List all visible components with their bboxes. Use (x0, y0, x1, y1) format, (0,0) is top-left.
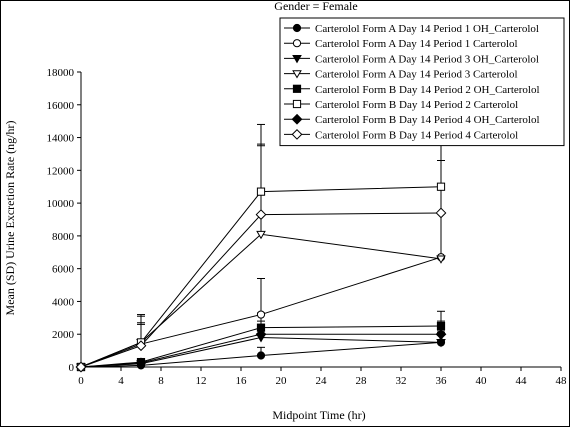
series-line (80, 333, 441, 368)
series-line (80, 341, 442, 368)
x-tick-label: 12 (196, 375, 207, 387)
data-point (436, 255, 446, 264)
x-tick-label: 44 (516, 375, 528, 387)
x-tick-label: 36 (436, 375, 448, 387)
data-point (292, 55, 302, 64)
data-point (292, 70, 302, 79)
x-tick-label: 32 (396, 375, 407, 387)
data-point (292, 84, 302, 93)
data-point (255, 209, 267, 220)
data-point (135, 357, 147, 369)
legend-label: Carterolol Form A Day 14 Period 1 Carter… (315, 38, 518, 50)
x-tick-label: 16 (236, 375, 248, 387)
data-point (292, 99, 302, 109)
data-point (255, 328, 267, 340)
axes: 0 4 8 12 16 20 24 28 32 36 40 44 4802000400060008000… (47, 67, 568, 387)
data-point (436, 182, 446, 191)
legend-label: Carterolol Form A Day 14 Period 3 Carter… (315, 69, 518, 81)
series-line (80, 256, 442, 368)
legend-label: Carterolol Form B Day 14 Period 2 Carter… (315, 99, 518, 111)
series-markers (75, 182, 447, 373)
data-point (256, 187, 266, 196)
data-point (256, 230, 266, 240)
y-axis-label: Mean (SD) Urine Excretion Rate (ng/hr) (3, 121, 17, 316)
x-axis-label: Midpoint Time (hr) (272, 408, 365, 422)
y-tick-label: 6000 (52, 264, 75, 276)
y-tick-label: 12000 (47, 165, 75, 177)
x-tick-label: 40 (476, 375, 488, 387)
y-tick-label: 16000 (47, 100, 75, 112)
y-tick-label: 10000 (47, 198, 75, 210)
data-point (256, 351, 266, 360)
data-point (256, 310, 266, 319)
x-tick-label: 24 (316, 375, 328, 387)
chart-title: Gender = Female (274, 1, 357, 13)
y-tick-label: 14000 (47, 133, 75, 145)
data-point (291, 113, 303, 125)
data-point (291, 129, 303, 140)
legend-label: Carterolol Form B Day 14 Period 4 Carter… (315, 129, 518, 141)
x-tick-label: 28 (356, 375, 368, 387)
series-lines (80, 186, 442, 368)
data-point (75, 361, 87, 373)
y-tick-label: 4000 (52, 296, 75, 308)
data-point (435, 207, 447, 219)
data-point (436, 321, 446, 331)
legend-label: Carterolol Form A Day 14 Period 1 OH_Car… (315, 23, 539, 35)
series-line (80, 186, 442, 368)
legend: Carterolol Form A Day 14 Period 1 OH_Car… (279, 17, 565, 147)
y-tick-label: 18000 (47, 67, 75, 79)
y-tick-label: 0 (69, 362, 75, 374)
series-line (80, 212, 442, 368)
data-point (292, 39, 302, 48)
x-tick-label: 4 (118, 375, 124, 387)
y-tick-label: 8000 (52, 231, 75, 243)
legend-box (279, 17, 565, 147)
legend-label: Carterolol Form B Day 14 Period 2 OH_Car… (315, 84, 540, 96)
y-tick-label: 2000 (52, 329, 75, 341)
data-point (292, 23, 302, 33)
data-point (435, 328, 447, 340)
data-point (135, 340, 147, 352)
legend-label: Carterolol Form B Day 14 Period 4 OH_Car… (315, 114, 540, 126)
x-tick-label: 48 (556, 375, 568, 387)
legend-label: Carterolol Form A Day 14 Period 3 OH_Car… (315, 53, 539, 65)
x-tick-label: 20 (276, 375, 288, 387)
x-tick-label: 0 (78, 375, 84, 387)
x-tick-label: 8 (158, 375, 164, 387)
